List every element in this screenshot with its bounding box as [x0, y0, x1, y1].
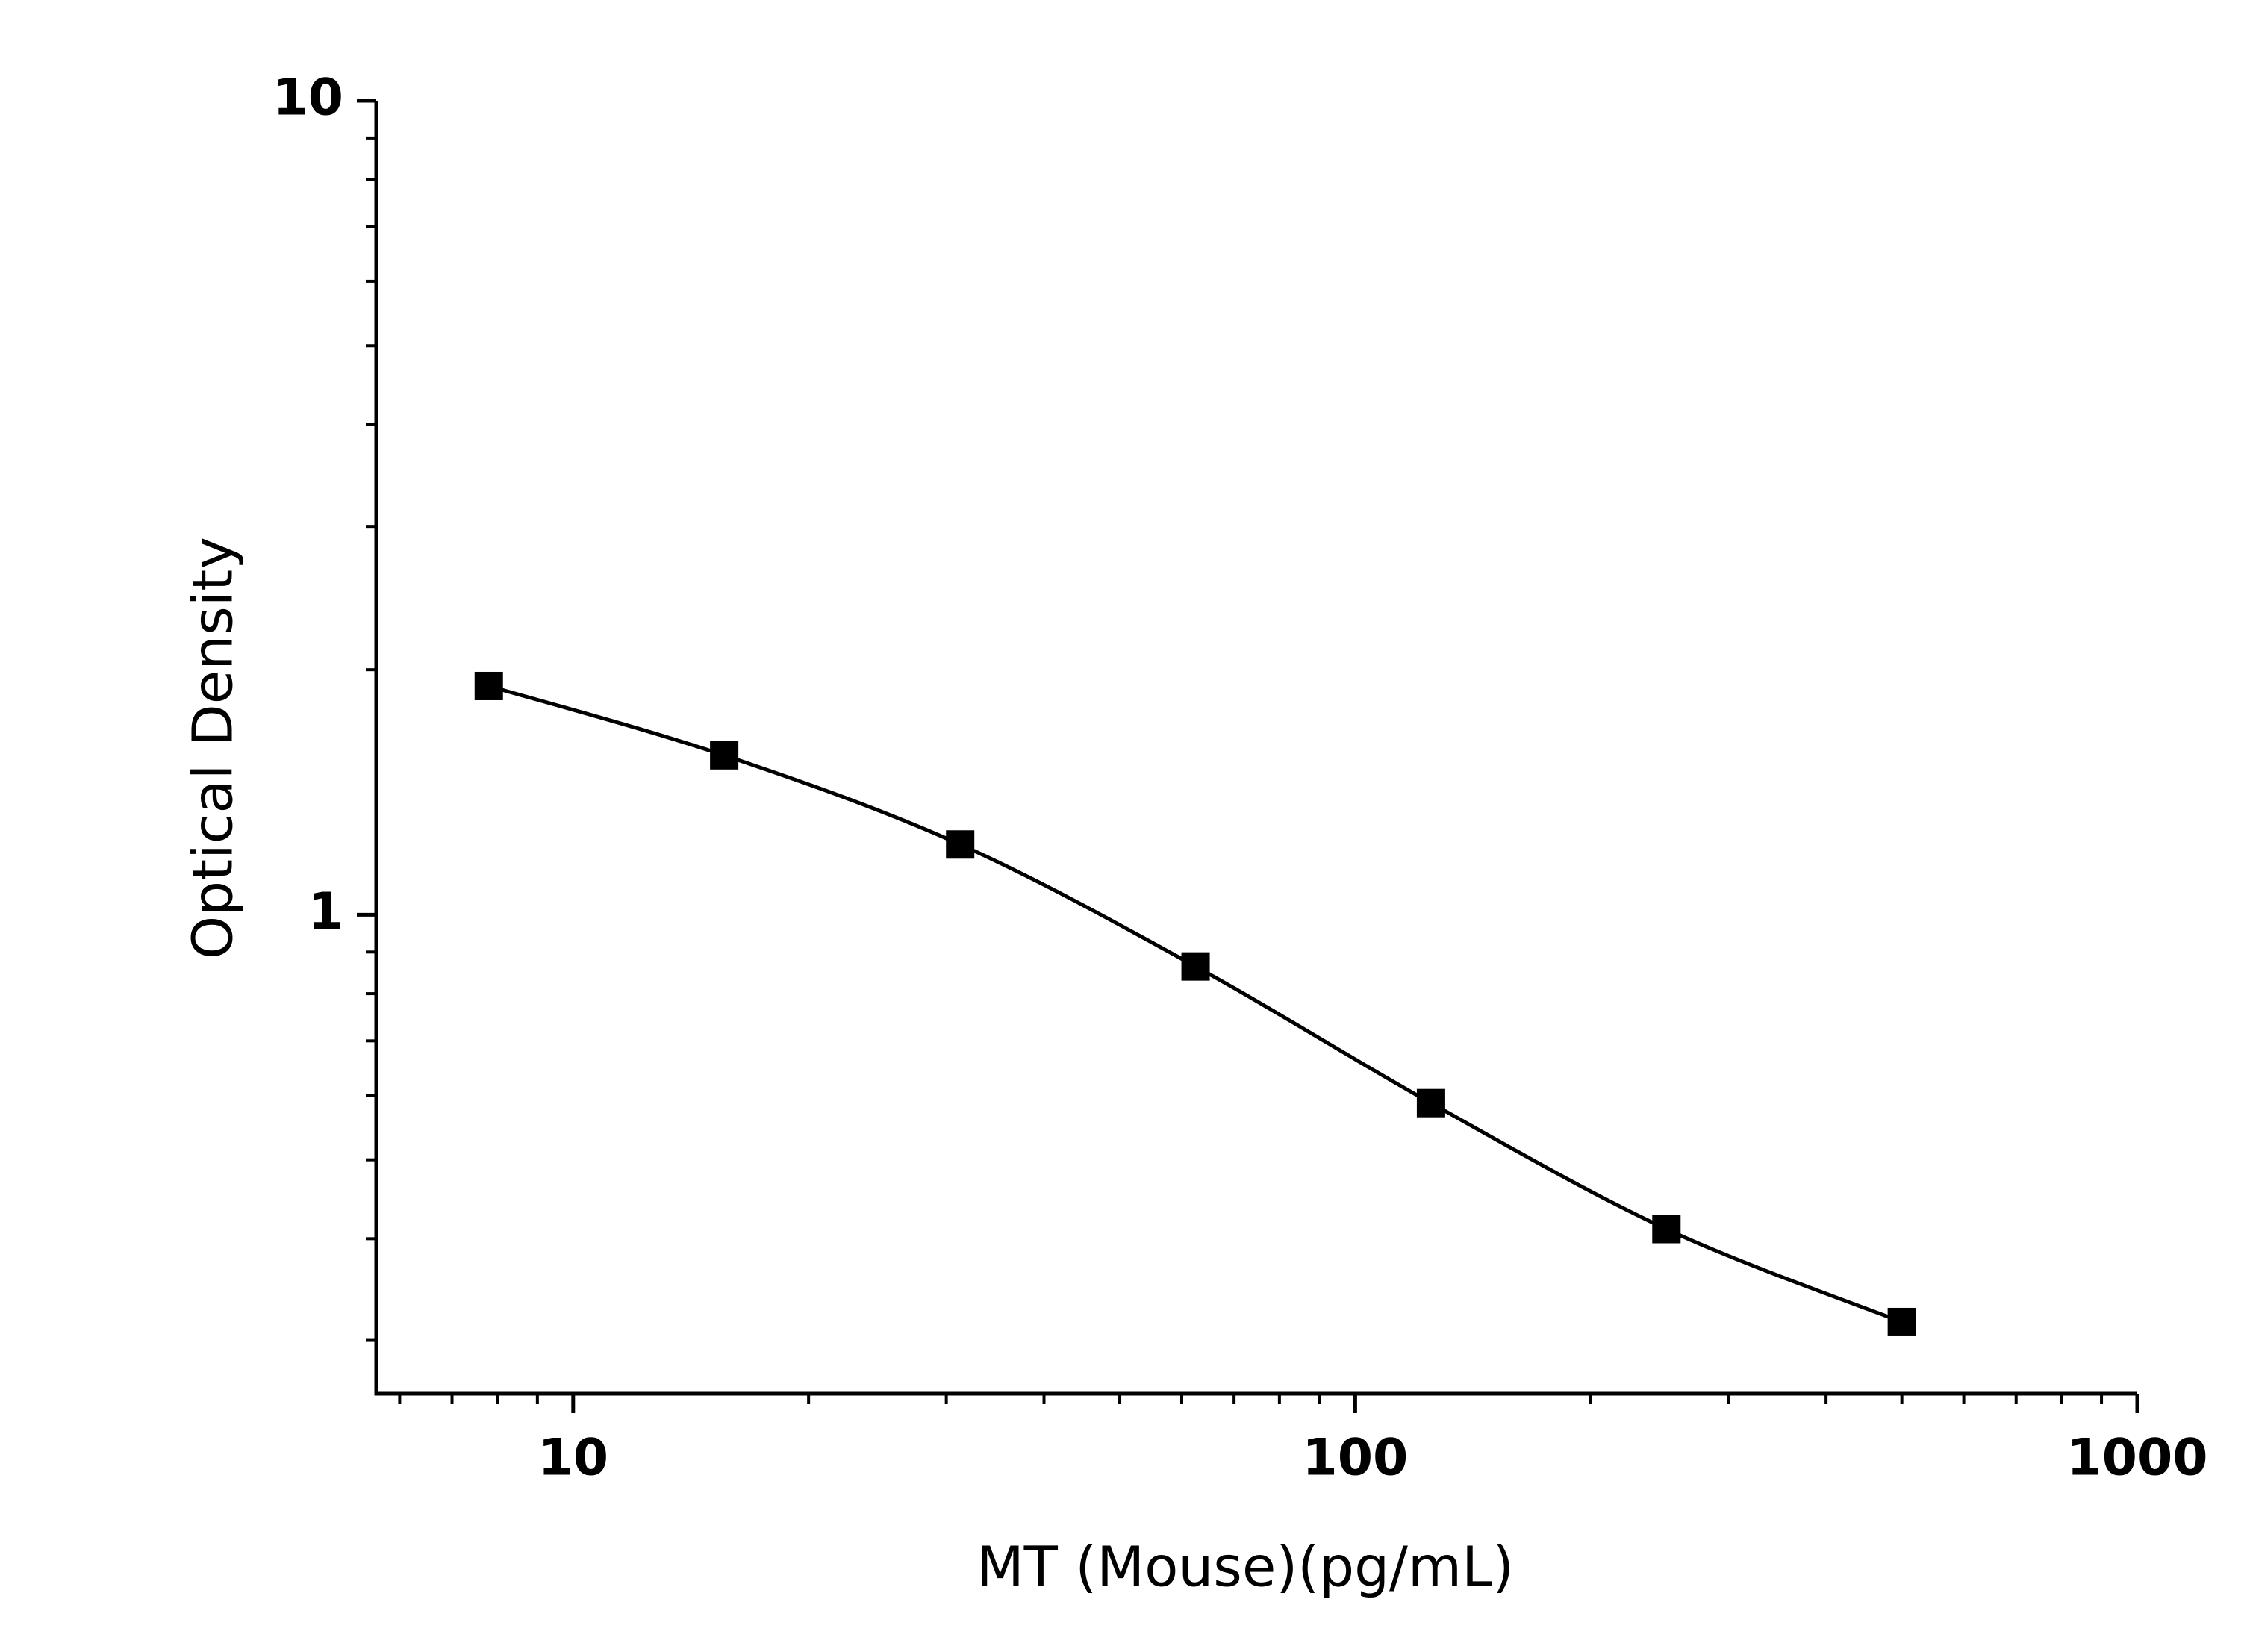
y-axis-title: Optical Density: [181, 537, 246, 959]
marker: [710, 741, 739, 770]
marker: [1887, 1307, 1916, 1336]
x-tick-label: 1000: [2066, 1429, 2207, 1488]
curve: [488, 684, 1903, 1324]
marker: [1416, 1088, 1445, 1118]
x-tick-label: 100: [1302, 1429, 1408, 1488]
marker: [474, 671, 503, 700]
y-tick-label: 10: [272, 69, 343, 128]
marker: [1652, 1215, 1681, 1244]
x-axis-title: MT (Mouse)(pg/mL): [976, 1536, 1514, 1600]
x-tick-label: 10: [537, 1429, 608, 1488]
marker: [1181, 952, 1210, 981]
marker: [946, 830, 975, 859]
y-tick-label: 1: [308, 882, 343, 941]
